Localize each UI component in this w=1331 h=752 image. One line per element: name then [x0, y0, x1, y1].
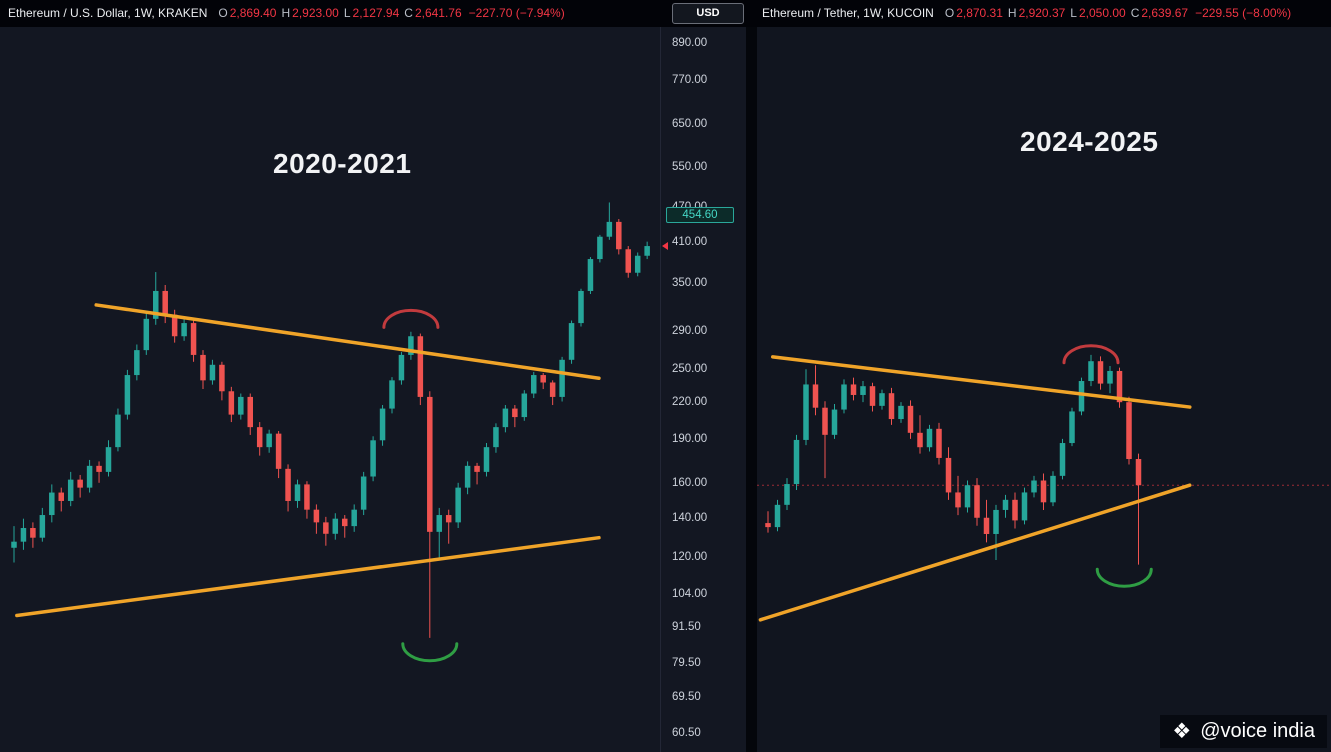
right-low-label: L	[1070, 6, 1077, 20]
right-chart-canvas[interactable]	[757, 0, 1331, 752]
right-chart-title: 2024-2025	[1020, 126, 1159, 157]
right-high-value: 2,920.37	[1018, 6, 1066, 20]
price-tick: 350.00	[672, 276, 708, 289]
price-axis[interactable]: 890.00770.00650.00550.00470.00410.00350.…	[660, 0, 746, 752]
pane-divider[interactable]	[746, 0, 757, 752]
right-change-value: −229.55 (−8.00%)	[1195, 6, 1292, 20]
right-chart-pane: 2024-2025	[757, 0, 1331, 752]
price-tick: 140.00	[672, 511, 708, 524]
left-high-value: 2,923.00	[292, 6, 339, 20]
diamond-logo-icon: ❖	[1172, 720, 1192, 743]
close-price-marker	[662, 242, 668, 251]
price-tick: 69.50	[672, 691, 701, 704]
last-price-label: 454.60	[666, 207, 734, 224]
price-tick: 770.00	[672, 74, 708, 87]
price-tick: 160.00	[672, 477, 708, 490]
right-open-label: O	[944, 6, 955, 20]
right-open-value: 2,870.31	[956, 6, 1003, 20]
right-symbol-header: Ethereum / Tether, 1W, KUCOIN O 2,870.31 H 2…	[762, 0, 1291, 27]
right-close-label: C	[1130, 6, 1140, 20]
price-tick: 220.00	[672, 395, 708, 408]
left-high-label: H	[281, 6, 291, 20]
price-tick: 104.00	[672, 587, 708, 600]
price-tick: 120.00	[672, 551, 708, 564]
watermark-text: @voice india	[1200, 720, 1315, 742]
left-open-label: O	[218, 6, 228, 20]
left-chart-pane: 2020-2021	[0, 0, 660, 752]
price-tick: 91.50	[672, 620, 701, 633]
price-tick: 190.00	[672, 433, 708, 446]
price-tick: 290.00	[672, 324, 708, 337]
price-tick: 250.00	[672, 362, 708, 375]
left-symbol-header: Ethereum / U.S. Dollar, 1W, KRAKEN O 2,869…	[8, 0, 565, 27]
price-tick: 60.50	[672, 727, 701, 739]
left-chart-canvas[interactable]	[0, 0, 660, 752]
price-tick: 410.00	[672, 235, 708, 248]
left-open-value: 2,869.40	[229, 6, 277, 20]
price-tick: 550.00	[672, 160, 708, 173]
left-low-value: 2,127.94	[352, 6, 400, 20]
left-chart-title: 2020-2021	[273, 148, 412, 179]
top-header-bar: Ethereum / U.S. Dollar, 1W, KRAKEN O 2,869…	[0, 0, 1331, 27]
price-tick: 79.50	[672, 656, 701, 669]
left-symbol-title[interactable]: Ethereum / U.S. Dollar, 1W, KRAKEN	[8, 6, 208, 20]
right-low-value: 2,050.00	[1078, 6, 1126, 20]
left-close-label: C	[404, 6, 413, 20]
right-symbol-title[interactable]: Ethereum / Tether, 1W, KUCOIN	[762, 6, 934, 20]
currency-toggle-button[interactable]: USD	[672, 3, 744, 24]
right-close-value: 2,639.67	[1141, 6, 1189, 20]
left-low-label: L	[343, 6, 351, 20]
watermark: ❖ @voice india	[1160, 715, 1327, 748]
left-change-value: −227.70 (−7.94%)	[468, 6, 565, 20]
price-tick: 890.00	[672, 37, 708, 49]
right-high-label: H	[1007, 6, 1017, 20]
price-tick: 650.00	[672, 117, 708, 130]
left-close-value: 2,641.76	[414, 6, 462, 20]
